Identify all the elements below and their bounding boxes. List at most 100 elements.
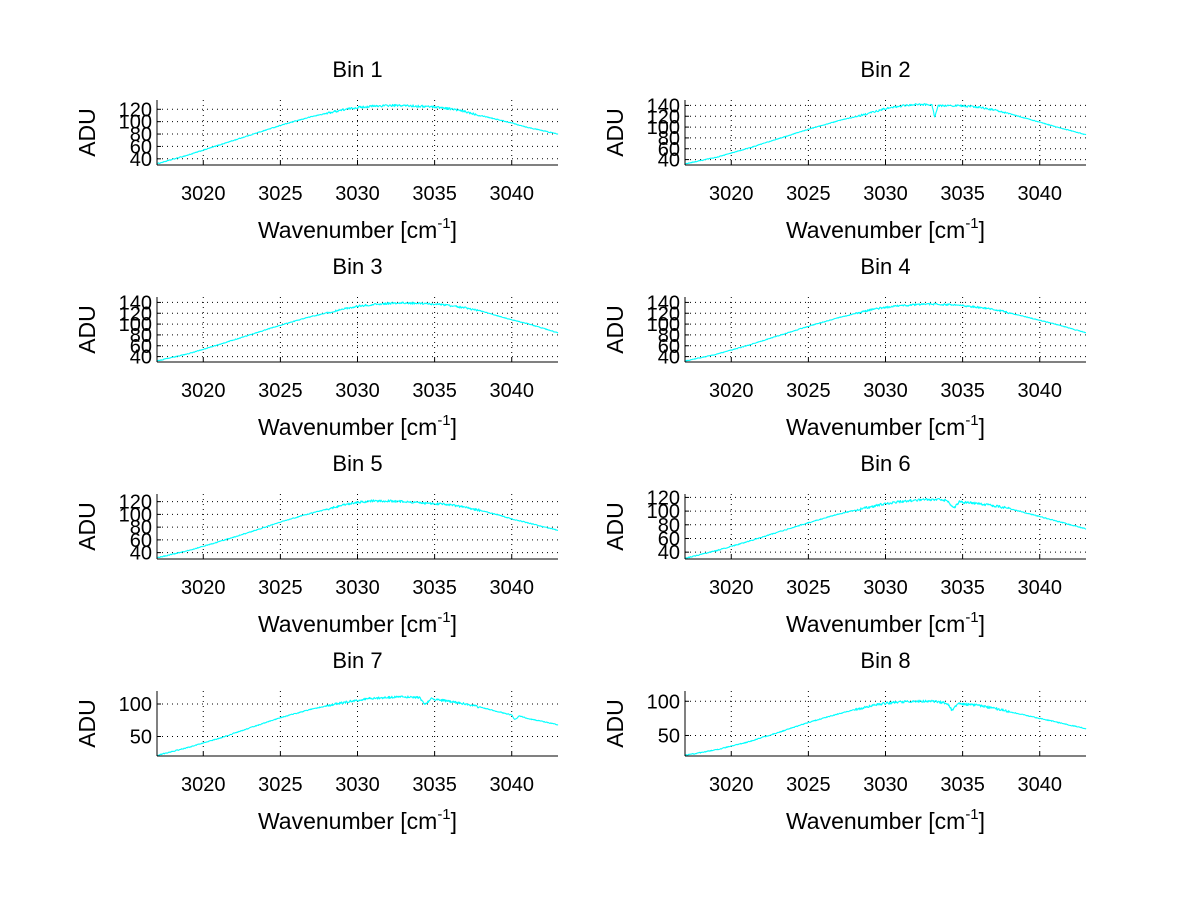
x-tick-label: 3020 [709, 380, 754, 402]
x-tick-label: 3035 [940, 380, 985, 402]
x-tick-label: 3030 [335, 577, 380, 599]
x-axis-label: Wavenumber [cm-1] [786, 412, 985, 440]
x-tick-label: 3035 [940, 774, 985, 796]
x-tick-label: 3025 [786, 183, 831, 205]
y-tick-label: 120 [647, 487, 680, 509]
x-tick-label: 3040 [1017, 774, 1062, 796]
x-tick-label: 3040 [489, 380, 534, 402]
x-tick-label: 3030 [863, 577, 908, 599]
subplot-title: Bin 4 [860, 254, 910, 279]
y-axis-label: ADU [74, 502, 100, 551]
x-axis-label: Wavenumber [cm-1] [258, 806, 457, 834]
y-tick-label: 60 [658, 139, 680, 161]
x-tick-label: 3030 [863, 183, 908, 205]
x-tick-label: 3030 [863, 774, 908, 796]
x-axis-label: Wavenumber [cm-1] [786, 609, 985, 637]
y-tick-label: 140 [647, 292, 680, 314]
spectrum-line [684, 103, 1087, 165]
subplot-title: Bin 3 [332, 254, 382, 279]
x-tick-label: 3020 [709, 577, 754, 599]
x-tick-label: 3035 [412, 380, 457, 402]
y-tick-label: 120 [119, 492, 152, 514]
x-axis-label: Wavenumber [cm-1] [786, 215, 985, 243]
x-tick-label: 3025 [258, 774, 303, 796]
spectrum-line [156, 499, 559, 559]
y-tick-label: 40 [658, 347, 680, 369]
subplot-title: Bin 6 [860, 451, 910, 476]
y-tick-label: 80 [658, 128, 680, 150]
y-tick-label: 80 [130, 124, 152, 146]
y-tick-label: 100 [119, 694, 152, 716]
x-axis-label: Wavenumber [cm-1] [258, 215, 457, 243]
x-tick-label: 3030 [863, 380, 908, 402]
y-tick-label: 120 [119, 99, 152, 121]
x-tick-label: 3025 [258, 183, 303, 205]
y-tick-label: 80 [658, 515, 680, 537]
x-tick-label: 3020 [709, 774, 754, 796]
y-tick-label: 40 [130, 347, 152, 369]
y-tick-label: 140 [119, 292, 152, 314]
x-tick-label: 3020 [709, 183, 754, 205]
y-tick-label: 60 [130, 336, 152, 358]
y-tick-label: 100 [119, 314, 152, 336]
spectrum-line [156, 103, 559, 165]
y-tick-label: 100 [647, 501, 680, 523]
subplot-title: Bin 2 [860, 57, 910, 82]
subplot-title: Bin 8 [860, 648, 910, 673]
spectrum-line [684, 302, 1087, 362]
x-tick-label: 3040 [1017, 577, 1062, 599]
y-tick-label: 40 [130, 149, 152, 171]
y-tick-label: 120 [647, 106, 680, 128]
x-tick-label: 3025 [786, 774, 831, 796]
y-tick-label: 50 [130, 727, 152, 749]
y-tick-label: 100 [119, 112, 152, 134]
y-tick-label: 100 [647, 691, 680, 713]
y-tick-label: 140 [647, 95, 680, 117]
x-tick-label: 3020 [181, 577, 226, 599]
subplot-bin-8: Bin 8 3020 3025 3030 3035 3040 50 100 ADU Wavenum… [602, 648, 1087, 834]
spectrum-line [684, 699, 1087, 757]
y-axis-label: ADU [74, 108, 100, 157]
spectrum-line [156, 301, 559, 362]
x-tick-label: 3040 [1017, 183, 1062, 205]
x-tick-label: 3040 [489, 183, 534, 205]
y-tick-label: 80 [130, 325, 152, 347]
subplot-bin-2: Bin 2 3020 3025 3030 3035 3040 406080100120140… [602, 57, 1087, 243]
x-tick-label: 3035 [940, 183, 985, 205]
y-tick-label: 60 [658, 528, 680, 550]
y-axis-label: ADU [602, 502, 628, 551]
y-axis-label: ADU [74, 305, 100, 354]
y-tick-label: 50 [658, 725, 680, 747]
subplot-bin-7: Bin 7 3020 3025 3030 3035 3040 50 100 ADU Wavenum… [74, 648, 559, 834]
y-tick-label: 40 [658, 150, 680, 172]
x-tick-label: 3035 [940, 577, 985, 599]
x-tick-label: 3030 [335, 774, 380, 796]
y-tick-label: 100 [647, 314, 680, 336]
y-axis-label: ADU [602, 699, 628, 748]
x-tick-label: 3020 [181, 183, 226, 205]
x-axis-label: Wavenumber [cm-1] [786, 806, 985, 834]
x-tick-label: 3020 [181, 380, 226, 402]
y-tick-label: 80 [130, 517, 152, 539]
y-tick-label: 60 [658, 336, 680, 358]
y-tick-label: 60 [130, 530, 152, 552]
y-tick-label: 60 [130, 136, 152, 158]
x-tick-label: 3025 [786, 577, 831, 599]
y-tick-label: 120 [647, 303, 680, 325]
x-tick-label: 3040 [1017, 380, 1062, 402]
x-tick-label: 3040 [489, 774, 534, 796]
y-tick-label: 40 [130, 543, 152, 565]
x-tick-label: 3030 [335, 183, 380, 205]
y-tick-label: 100 [119, 504, 152, 526]
spectrum-line [156, 695, 559, 757]
y-tick-label: 80 [658, 325, 680, 347]
x-tick-label: 3030 [335, 380, 380, 402]
spectrum-line [684, 497, 1087, 559]
y-axis-label: ADU [74, 699, 100, 748]
x-tick-label: 3025 [786, 380, 831, 402]
y-tick-label: 100 [647, 117, 680, 139]
x-tick-label: 3025 [258, 577, 303, 599]
